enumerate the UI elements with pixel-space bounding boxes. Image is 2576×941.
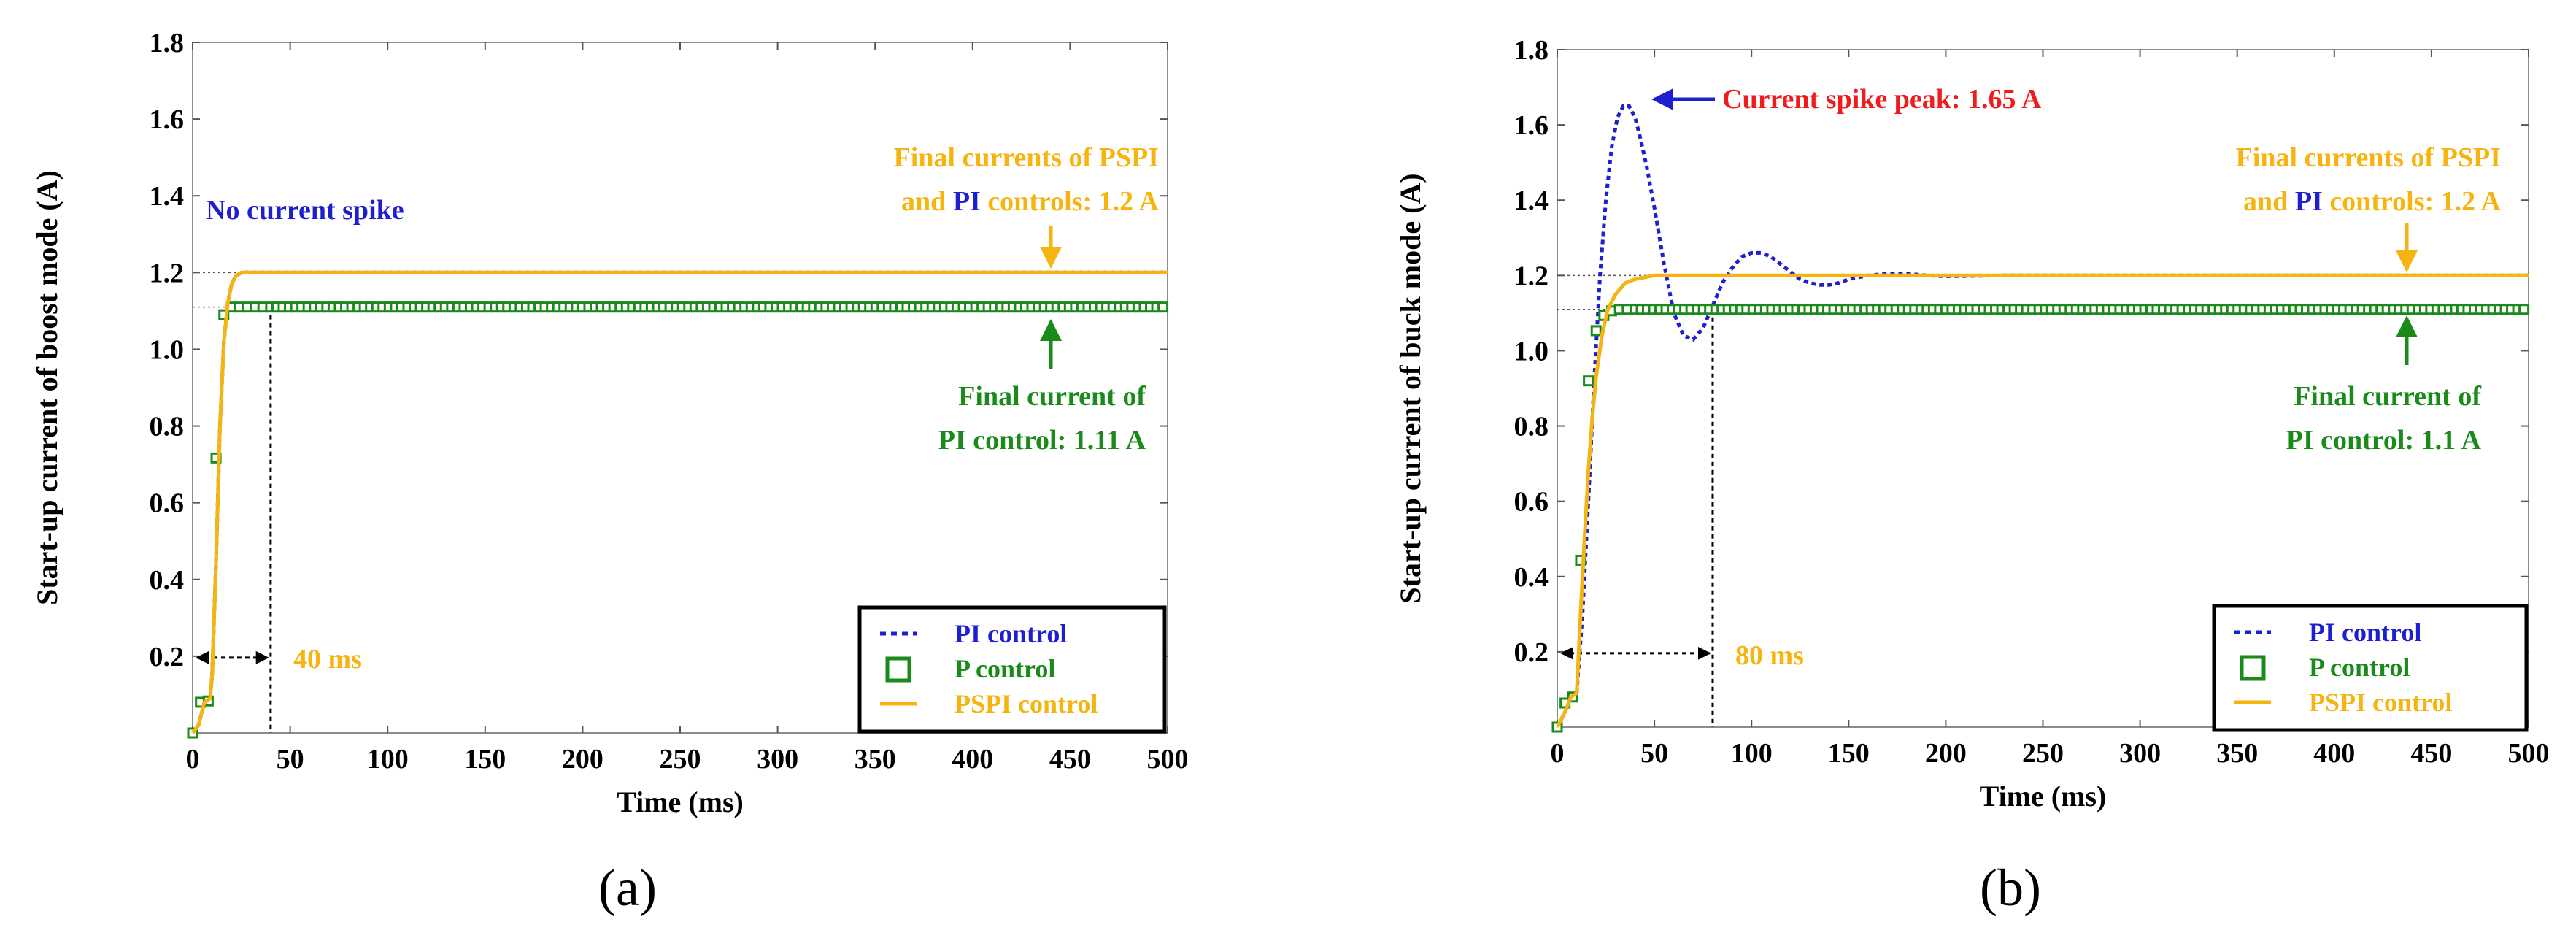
legend-label: PI control: [955, 619, 1067, 648]
y-tick-label: 0.8: [150, 412, 185, 442]
y-tick-label: 0.6: [150, 488, 185, 519]
x-tick-label: 300: [2119, 738, 2161, 769]
x-tick-label: 400: [2313, 738, 2355, 769]
x-tick-label: 350: [2216, 738, 2258, 769]
legend-label: PI control: [2309, 618, 2421, 647]
chart-panel-b: 0 50 100 150 200 250 300 350 400 450 500 0.2 0.4 0.6 0…: [1394, 35, 2550, 917]
annotation-part: PI: [953, 186, 981, 217]
annotation-part: Final currents of PSPI: [2236, 142, 2501, 173]
x-tick-label: 150: [1828, 738, 1870, 769]
y-tick-label: 0.8: [1514, 412, 1549, 442]
p-control-marker: [1157, 301, 1169, 313]
y-tick-label: 1.6: [1514, 110, 1549, 141]
y-tick-label: 1.4: [1514, 185, 1549, 216]
x-tick-label: 450: [1049, 744, 1091, 775]
y-tick-label: 1.0: [1514, 336, 1549, 366]
annotation-final-pspi-2: and PI controls: 1.2 A: [901, 186, 1160, 217]
x-tick-label: 300: [757, 744, 798, 775]
y-tick-label: 1.6: [150, 104, 185, 135]
x-tick-label: 450: [2410, 738, 2452, 769]
series-pspi-control: [191, 270, 1168, 734]
annotation-spike: Current spike peak: 1.65 A: [1722, 84, 2042, 115]
y-tick-label: 0.4: [150, 565, 185, 596]
annotation-final-p-1: Final current of: [958, 381, 1146, 412]
p-control-marker: [2518, 304, 2530, 315]
x-tick-label: 100: [1731, 738, 1773, 769]
y-tick-label: 1.8: [1514, 35, 1549, 66]
annotation-part: controls: 1.2 A: [2323, 186, 2502, 217]
chart-panel-a: 0 50 100 150 200 250 300 350 400 450 500 0.2 0.4 0.6 0…: [31, 28, 1189, 917]
legend-label: P control: [955, 654, 1055, 683]
annotation-part: and: [901, 186, 953, 217]
x-tick-label: 0: [1551, 738, 1565, 769]
legend-label: PSPI control: [2309, 688, 2452, 717]
p-control-marker: [1590, 325, 1602, 337]
annotation-final-p-2: PI control: 1.1 A: [2286, 425, 2482, 456]
annotation-final-p-2: PI control: 1.11 A: [938, 425, 1146, 456]
annotation-time-marker: 80 ms: [1735, 640, 1804, 671]
annotation-no-spike: No current spike: [206, 195, 404, 226]
annotation-part: PI: [2295, 186, 2323, 217]
x-tick-label: 200: [562, 744, 603, 775]
x-tick-label: 500: [2508, 738, 2550, 769]
legend-label: PSPI control: [955, 689, 1098, 718]
x-axis-title: Time (ms): [617, 786, 744, 818]
x-tick-label: 250: [2022, 738, 2064, 769]
x-tick-label: 400: [952, 744, 993, 775]
y-tick-label: 0.4: [1514, 562, 1549, 593]
y-tick-label: 0.2: [1514, 637, 1549, 668]
legend-swatch-p-control: [885, 656, 911, 683]
series-p-control: [1551, 304, 2530, 733]
annotation-final-p-1: Final current of: [2294, 381, 2482, 412]
annotation-final-pspi-1: Final currents of PSPI: [894, 142, 1159, 173]
x-tick-label: 50: [277, 744, 304, 775]
y-tick-label: 1.8: [150, 28, 185, 58]
x-tick-label: 350: [855, 744, 896, 775]
legend: PI control P control PSPI control: [2212, 604, 2529, 732]
y-tick-label: 1.0: [150, 334, 185, 365]
annotation-part: Final currents of PSPI: [894, 142, 1159, 173]
annotation-part: and: [2243, 186, 2295, 217]
y-tick-label: 0.6: [1514, 487, 1549, 518]
legend-swatch-p-control: [2240, 655, 2266, 681]
annotation-part: controls: 1.2 A: [981, 186, 1160, 217]
y-axis-title: Start-up current of buck mode (A): [1394, 173, 1427, 603]
series-p-control: [187, 301, 1169, 739]
y-tick-label: 1.2: [150, 258, 185, 288]
series-pspi-control: [1555, 273, 2529, 729]
y-axis-title: Start-up current of boost mode (A): [31, 170, 63, 605]
y-tick-label: 0.2: [150, 642, 185, 672]
panel-label: (a): [598, 859, 657, 917]
panel-label: (b): [1980, 859, 2041, 917]
annotation-time-marker: 40 ms: [293, 644, 362, 675]
annotation-final-pspi-1: Final currents of PSPI: [2236, 142, 2501, 173]
x-tick-label: 250: [660, 744, 701, 775]
y-tick-label: 1.2: [1514, 261, 1549, 291]
x-tick-label: 200: [1925, 738, 1967, 769]
legend: PI control P control PSPI control: [857, 605, 1167, 734]
x-tick-label: 150: [464, 744, 506, 775]
x-tick-label: 0: [186, 744, 200, 775]
p-control-marker: [1583, 375, 1594, 387]
x-tick-label: 500: [1147, 744, 1189, 775]
legend-label: P control: [2309, 653, 2410, 682]
x-tick-label: 100: [367, 744, 409, 775]
x-axis-title: Time (ms): [1980, 780, 2107, 813]
x-tick-label: 50: [1640, 738, 1668, 769]
legend-box: [2212, 604, 2529, 732]
y-tick-label: 1.4: [150, 181, 185, 212]
annotation-final-pspi-2: and PI controls: 1.2 A: [2243, 186, 2502, 217]
